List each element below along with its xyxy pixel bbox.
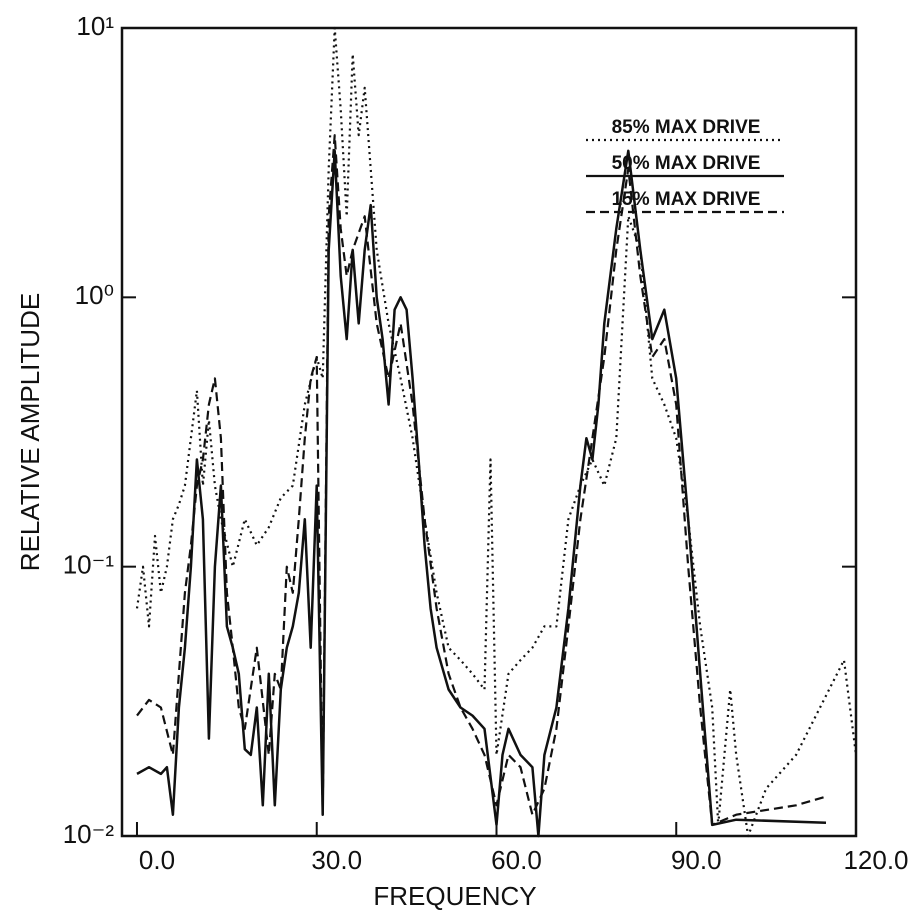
x-tick-label: 120.0: [843, 845, 908, 875]
y-tick-label: 10¹: [76, 11, 114, 41]
legend-label: 50% MAX DRIVE: [612, 153, 761, 174]
x-tick-label: 30.0: [311, 845, 362, 875]
x-axis-label: FREQUENCY: [373, 881, 536, 911]
x-tick-label: 90.0: [671, 845, 722, 875]
x-tick-label: 60.0: [491, 845, 542, 875]
y-tick-label: 10⁻²: [63, 819, 115, 849]
y-axis-label: RELATIVE AMPLITUDE: [15, 293, 45, 571]
y-tick-label: 10⁰: [75, 280, 114, 310]
series-line: [136, 149, 827, 838]
legend-label: 85% MAX DRIVE: [612, 117, 761, 138]
x-tick-label: 0.0: [139, 845, 175, 875]
legend-label: 15% MAX DRIVE: [612, 189, 761, 210]
y-tick-label: 10⁻¹: [63, 550, 115, 580]
plot-frame: [120, 26, 858, 838]
series-line: [136, 134, 827, 826]
series-line: [135, 26, 858, 838]
